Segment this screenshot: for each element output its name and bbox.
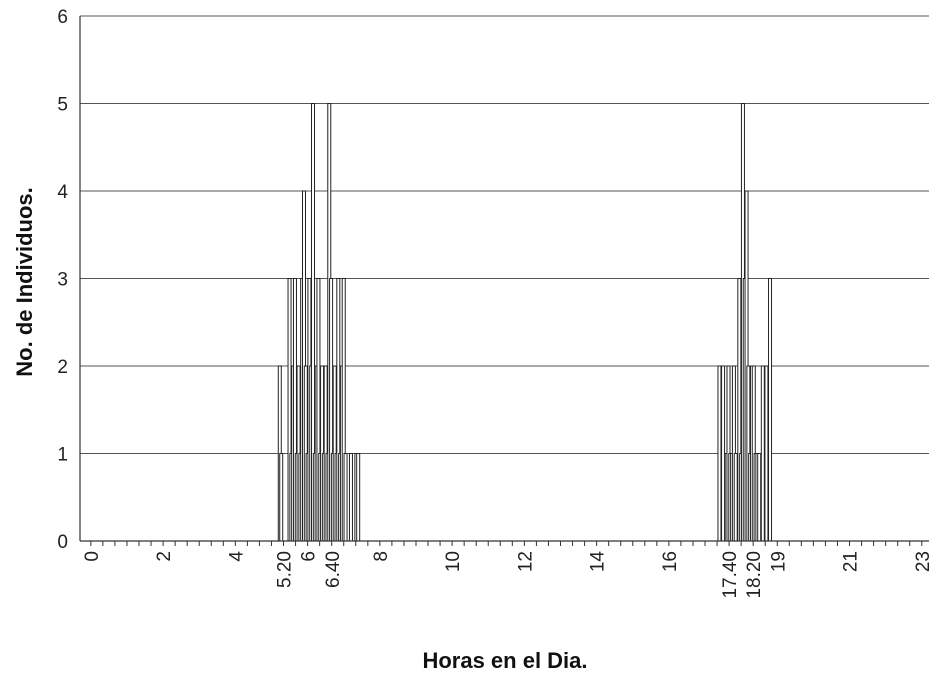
x-tick-label: 23 (913, 551, 931, 572)
x-axis-title: Horas en el Dia. (422, 648, 587, 673)
y-tick-label: 1 (57, 445, 68, 466)
bar (760, 365, 765, 542)
bar (348, 453, 353, 542)
bar (733, 453, 738, 542)
bar (757, 453, 762, 542)
bar (356, 453, 361, 542)
x-tick-label: 2 (154, 551, 175, 562)
x-tick-label: 14 (588, 551, 609, 573)
bar (717, 365, 722, 542)
bar (343, 453, 348, 542)
y-tick-label: 5 (57, 95, 68, 116)
x-tick-label: 0 (82, 551, 103, 562)
bar (768, 278, 773, 542)
x-tick-label: 5.20 (274, 551, 295, 588)
x-tick-label: 6 (299, 551, 320, 562)
x-tick-labels: 0 2 4 5.20 6 6.40 8 10 12 14 16 17.40 18.20 19 21 23 (82, 551, 931, 599)
x-tick-label: 16 (660, 551, 681, 572)
x-tick-label: 12 (515, 551, 536, 572)
x-tick-label: 10 (443, 551, 464, 572)
y-tick-label: 2 (57, 357, 68, 378)
x-tick-label: 6.40 (323, 551, 344, 588)
bar (721, 365, 726, 542)
bar (764, 365, 769, 542)
y-tick-label: 6 (57, 7, 68, 28)
x-tick-label: 17.40 (720, 551, 741, 599)
x-tick-label: 19 (768, 551, 789, 572)
bar (279, 453, 284, 542)
y-tick-label: 0 (57, 532, 68, 553)
y-tick-label: 4 (57, 182, 68, 203)
x-tick-label: 21 (841, 551, 862, 572)
y-axis-title: No. de Individuos. (12, 187, 37, 376)
axes (79, 16, 929, 546)
y-tick-labels: 0 1 2 3 4 5 6 (57, 7, 68, 553)
x-tick-label: 8 (371, 551, 392, 562)
y-tick-label: 3 (57, 270, 68, 291)
grid-lines (80, 15, 929, 454)
x-tick-label: 4 (226, 551, 247, 562)
x-tick-label: 18.20 (744, 551, 765, 599)
bars (277, 103, 773, 542)
